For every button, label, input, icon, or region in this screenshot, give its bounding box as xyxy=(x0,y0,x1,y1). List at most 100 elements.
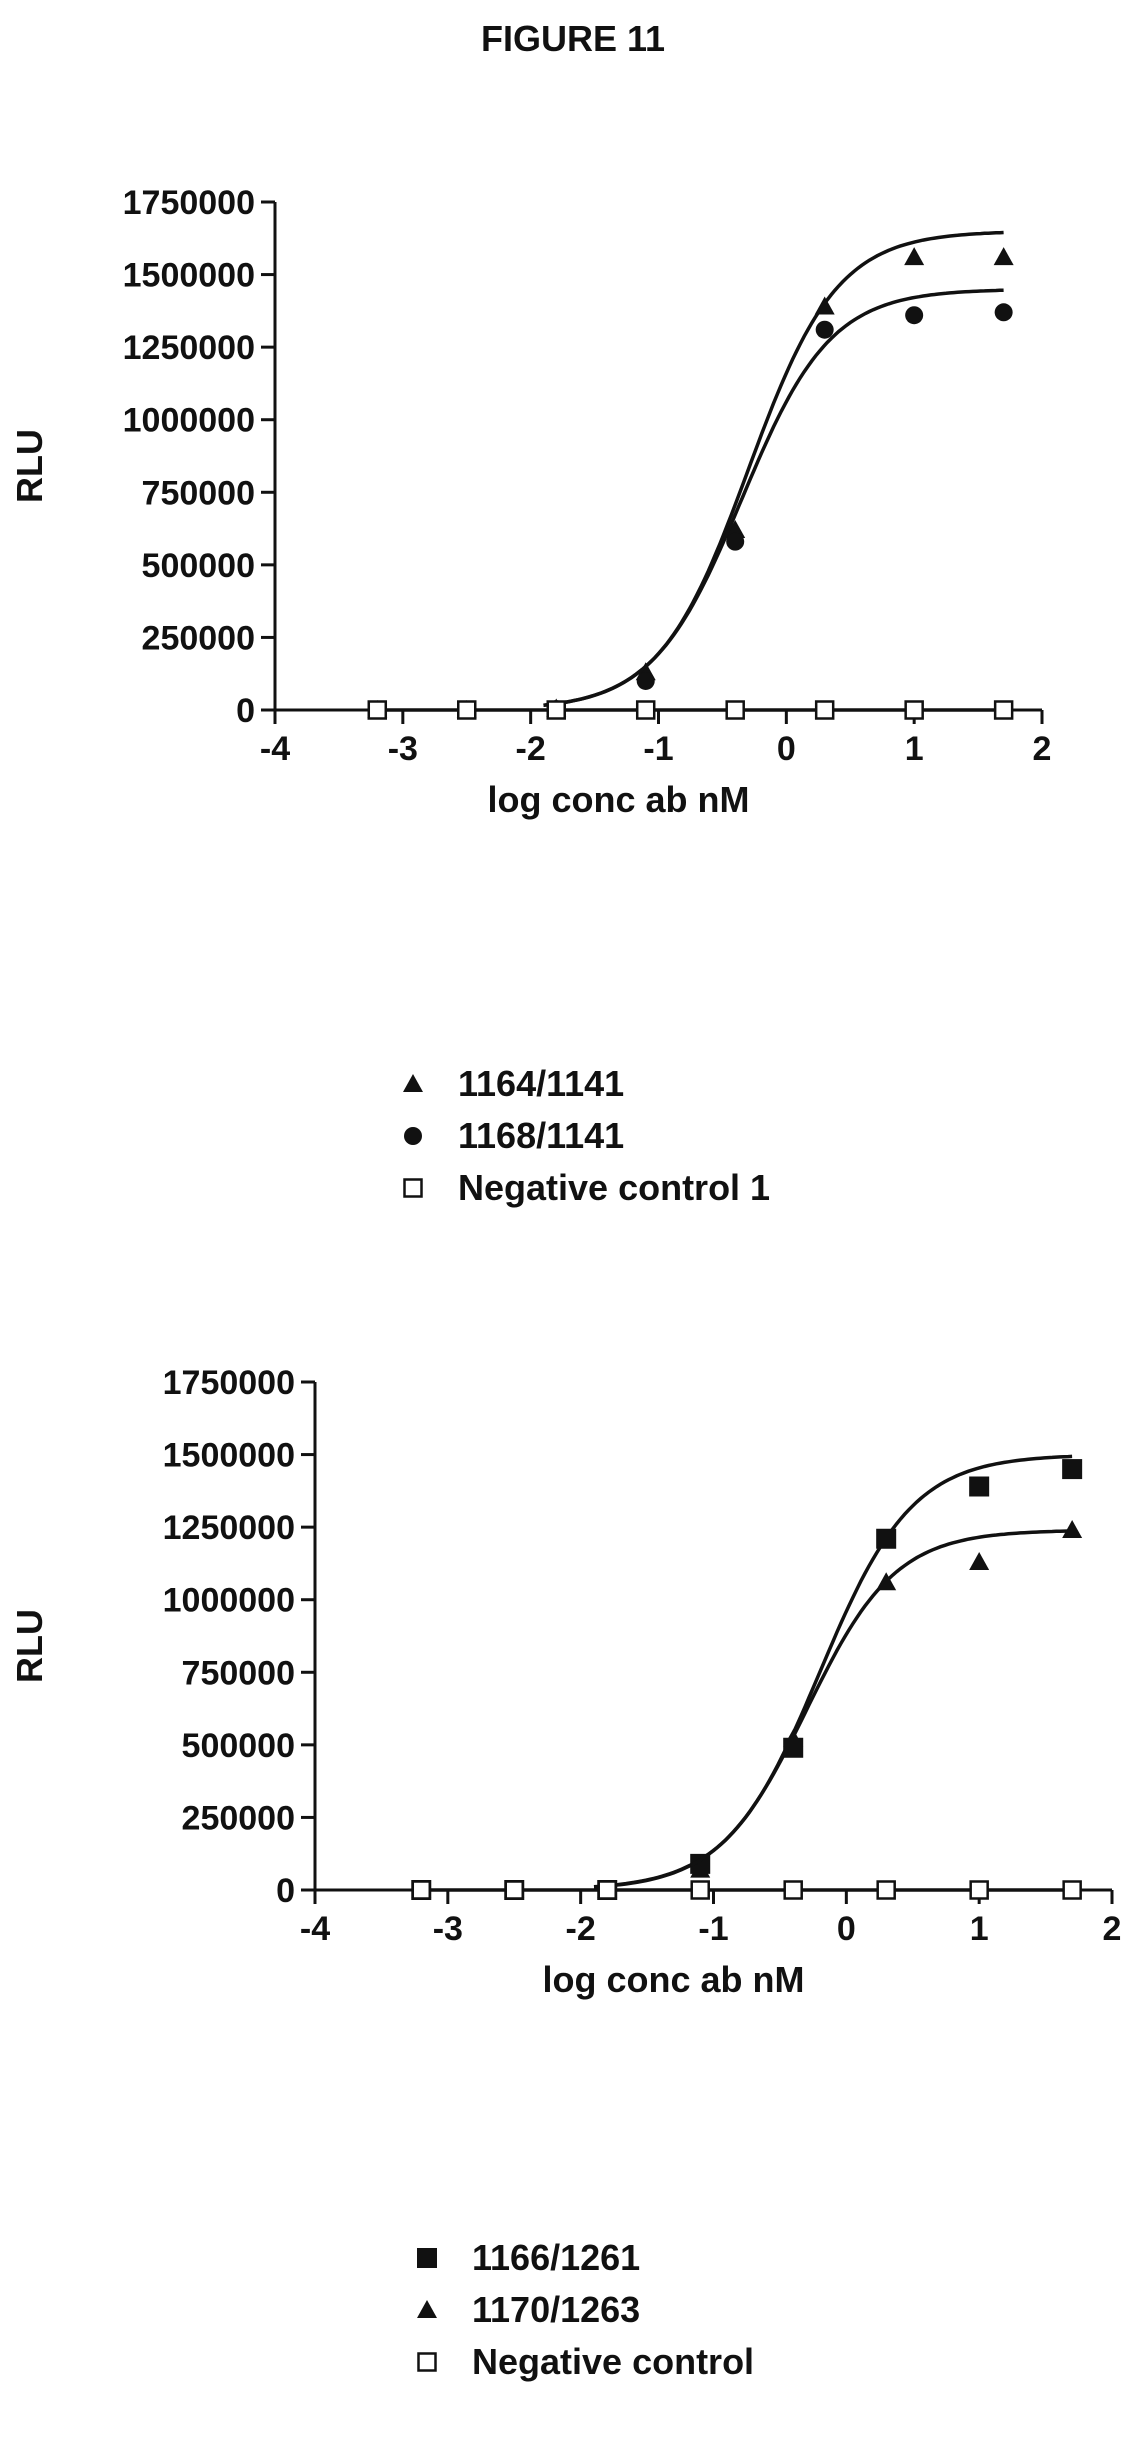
fit-curve xyxy=(543,230,1004,708)
x-tick-label: -1 xyxy=(643,730,673,768)
y-tick-label: 750000 xyxy=(182,1654,295,1692)
data-point xyxy=(969,1880,989,1900)
legend-marker xyxy=(404,1127,422,1145)
chart-top: 0 250000 500000 750000 1000000 1250000 1500000… xyxy=(9,184,1052,820)
data-point xyxy=(969,1476,990,1497)
data-point xyxy=(1062,1880,1082,1900)
legend-marker-shape xyxy=(404,1127,422,1145)
y-tick-label: 750000 xyxy=(142,474,255,512)
figure-title: FIGURE 11 xyxy=(480,18,666,59)
data-point xyxy=(725,700,745,720)
data-point xyxy=(904,247,925,266)
legend-label: 1168/1141 xyxy=(458,1115,625,1156)
legend-item: 1166/1261 xyxy=(412,2232,754,2284)
y-tick-label: 1500000 xyxy=(123,257,255,295)
data-point xyxy=(690,1880,710,1900)
data-point xyxy=(905,306,924,325)
y-tick-label: 1250000 xyxy=(163,1509,295,1547)
data-point xyxy=(814,296,835,315)
legend-bottom: 1166/1261 1170/1263 Negative control xyxy=(412,2232,754,2388)
series-2 xyxy=(367,700,1014,720)
x-tick-label: -4 xyxy=(260,730,290,768)
y-tick-label: 1000000 xyxy=(163,1582,295,1620)
x-tick-label: -4 xyxy=(300,1910,330,1948)
legend-marker xyxy=(417,2300,437,2318)
legend-marker xyxy=(403,1074,423,1092)
series-0 xyxy=(367,230,1014,718)
chart-bottom: 0 250000 500000 750000 1000000 1250000 1500000… xyxy=(9,1364,1122,2000)
data-point xyxy=(969,1551,990,1570)
y-tick-label: 1250000 xyxy=(123,329,255,367)
x-tick-label: 2 xyxy=(1033,730,1052,768)
legend-marker xyxy=(403,1178,423,1198)
data-point xyxy=(636,671,655,690)
data-point xyxy=(993,700,1014,720)
data-point xyxy=(815,320,834,339)
y-axis-title: RLU xyxy=(9,429,50,503)
legend-marker xyxy=(417,2248,437,2268)
legend-marker-shape xyxy=(417,2300,437,2318)
data-point xyxy=(690,1859,711,1878)
legend-top: 1164/1141 1168/1141 Negative control 1 xyxy=(398,1058,770,1214)
series-1 xyxy=(411,1520,1083,1898)
legend-marker-shape xyxy=(403,1074,423,1092)
legend-marker-shape xyxy=(417,2352,437,2372)
legend-item: 1170/1263 xyxy=(412,2284,754,2336)
y-tick-label: 250000 xyxy=(142,619,255,657)
x-axis-title: log conc ab nM xyxy=(487,779,749,820)
data-point xyxy=(904,700,924,720)
data-point xyxy=(1062,1459,1083,1480)
data-point xyxy=(504,1880,524,1900)
legend-item: Negative control xyxy=(412,2336,754,2388)
x-tick-label: -2 xyxy=(566,1910,596,1948)
data-point xyxy=(635,700,656,720)
y-tick-label: 1750000 xyxy=(123,184,255,222)
legend-item: 1168/1141 xyxy=(398,1110,770,1162)
x-tick-label: 1 xyxy=(905,730,924,768)
y-tick-label: 1000000 xyxy=(123,402,255,440)
fit-curve xyxy=(593,1454,1073,1889)
legend-item: Negative control 1 xyxy=(398,1162,770,1214)
data-point xyxy=(367,700,388,720)
x-tick-label: 0 xyxy=(777,730,796,768)
legend-label: Negative control xyxy=(472,2341,755,2382)
data-point xyxy=(411,1880,432,1900)
series-2 xyxy=(411,1880,1082,1900)
x-tick-label: -3 xyxy=(433,1910,463,1948)
data-point xyxy=(993,247,1014,266)
legend-label: Negative control 1 xyxy=(458,1167,771,1208)
x-tick-label: -2 xyxy=(516,730,546,768)
y-tick-label: 500000 xyxy=(182,1727,295,1765)
legend-label: 1170/1263 xyxy=(472,2289,641,2330)
legend-marker-shape xyxy=(417,2248,437,2268)
legend-marker-shape xyxy=(403,1178,423,1198)
y-tick-label: 250000 xyxy=(182,1799,295,1837)
legend-label: 1164/1141 xyxy=(458,1063,625,1104)
series-1 xyxy=(368,288,1013,719)
data-point xyxy=(876,1572,897,1591)
y-axis-title: RLU xyxy=(9,1609,50,1683)
x-tick-label: 2 xyxy=(1103,1910,1122,1948)
x-tick-label: 1 xyxy=(970,1910,989,1948)
x-tick-label: -3 xyxy=(388,730,418,768)
y-tick-label: 1750000 xyxy=(163,1364,295,1402)
x-tick-label: -1 xyxy=(698,1910,728,1948)
data-point xyxy=(876,1880,896,1900)
fit-curve xyxy=(543,288,1004,707)
series-0 xyxy=(411,1454,1083,1900)
data-point xyxy=(876,1528,897,1549)
data-point xyxy=(597,1880,617,1900)
data-point xyxy=(546,700,566,720)
legend-label: 1166/1261 xyxy=(472,2237,641,2278)
data-point xyxy=(1062,1520,1083,1539)
data-point xyxy=(994,303,1013,322)
y-tick-label: 0 xyxy=(236,692,255,730)
y-tick-label: 500000 xyxy=(142,547,255,585)
x-axis-title: log conc ab nM xyxy=(542,1959,804,2000)
data-point xyxy=(814,700,835,720)
fit-curve xyxy=(593,1529,1073,1889)
data-point xyxy=(726,532,745,551)
legend-item: 1164/1141 xyxy=(398,1058,770,1110)
legend-marker xyxy=(417,2352,437,2372)
data-point xyxy=(457,700,477,720)
